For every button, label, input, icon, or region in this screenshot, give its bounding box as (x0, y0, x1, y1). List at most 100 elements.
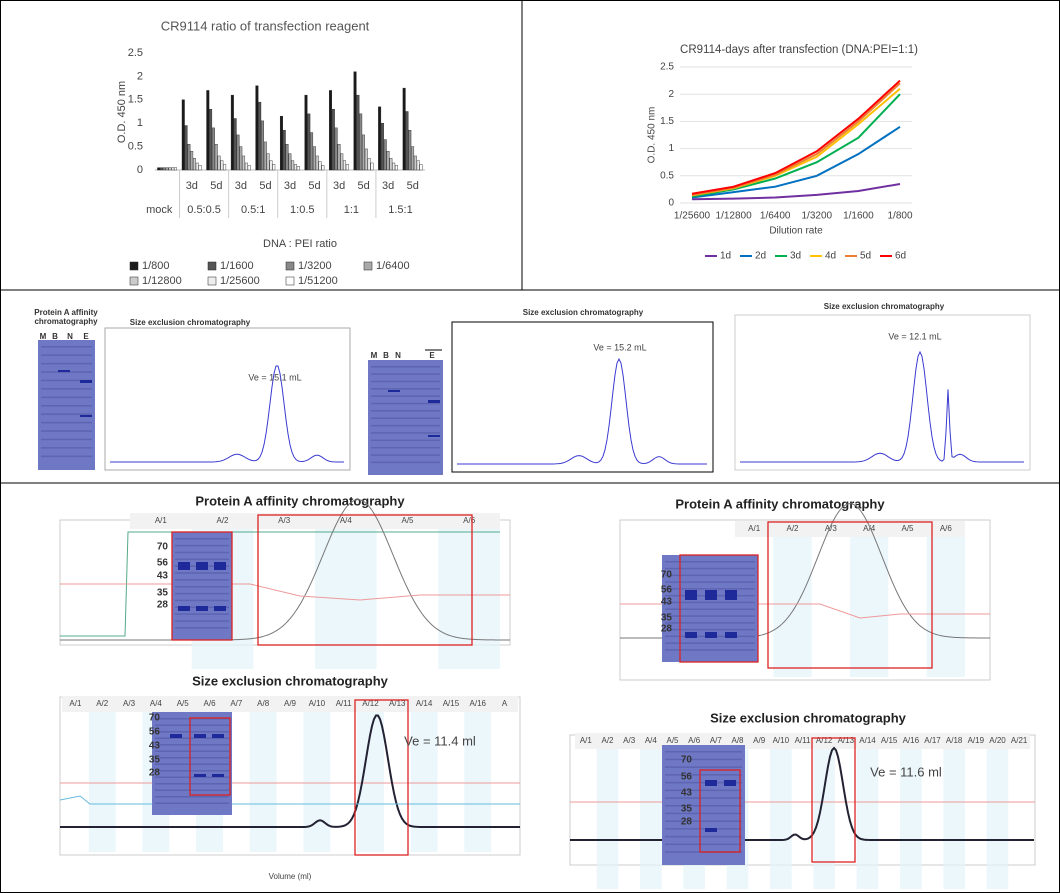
bar (419, 164, 423, 171)
fraction-label: A/9 (753, 736, 766, 745)
fraction-label: A/4 (645, 736, 658, 745)
gel-band (178, 562, 190, 570)
bar (318, 161, 322, 171)
gel (172, 532, 232, 640)
fraction-label: A/16 (903, 736, 920, 745)
legend-label: 5d (860, 251, 871, 262)
fraction-label: A/2 (786, 524, 799, 533)
bar (181, 99, 185, 171)
bar (362, 134, 365, 171)
fraction-bar (735, 521, 965, 537)
bar (291, 160, 295, 171)
bar (337, 144, 341, 171)
bar (315, 155, 319, 171)
bar (405, 111, 409, 171)
bar (359, 113, 363, 171)
gel-band (665, 751, 742, 753)
gel-band (665, 567, 755, 570)
gel-band (388, 390, 400, 392)
bar (329, 90, 332, 171)
gel-title: Protein A affinity chromatography (34, 308, 98, 326)
gel-band (212, 774, 224, 777)
fraction-label: A/12 (816, 736, 833, 745)
gel-band (665, 608, 755, 610)
marker-label: 28 (157, 600, 169, 611)
y-tick-label: 1.5 (660, 116, 674, 127)
fraction-shade (943, 749, 965, 889)
gel-band (41, 388, 92, 390)
fraction-label: A/1 (155, 516, 168, 525)
gel-band (155, 718, 229, 720)
fraction-label: A/8 (731, 736, 744, 745)
x-tick-label: 3d (382, 180, 394, 192)
lane-label: N (67, 332, 73, 341)
y-tick-label: 2.5 (128, 47, 143, 59)
bar (190, 151, 194, 171)
y-axis-label: O.D. 450 nm (647, 107, 658, 164)
lane-label: B (383, 351, 389, 360)
bar (217, 155, 221, 171)
legend-swatch (285, 261, 295, 271)
x-tick-label: 5d (358, 180, 370, 192)
x-tick-label: 3d (284, 180, 296, 192)
fraction-label: A/6 (463, 516, 476, 525)
x-tick-label: 3d (333, 180, 345, 192)
x-tick-label: 5d (210, 180, 222, 192)
fraction-label: A/10 (309, 699, 326, 708)
gel-band (705, 590, 717, 600)
gel-band (155, 789, 229, 791)
legend-label: 3d (790, 251, 801, 262)
bar (209, 108, 213, 171)
lane-label: N (395, 351, 401, 360)
gel-band (371, 424, 440, 427)
bar (386, 151, 390, 171)
y-tick-label: 0.5 (128, 141, 143, 153)
fraction-label: A/19 (968, 736, 985, 745)
gel-band (705, 828, 717, 832)
fraction-shade (926, 537, 965, 677)
fraction-label: A/15 (881, 736, 898, 745)
gel-band (428, 435, 440, 437)
chromatogram-title: Size exclusion chromatography (523, 308, 644, 317)
fraction-label: A/1 (580, 736, 593, 745)
affinity-title: Protein A affinity chromatography (675, 496, 885, 511)
y-tick-label: 1 (668, 143, 674, 154)
bar (198, 165, 202, 171)
lane-label: E (83, 332, 89, 341)
gel-band (371, 373, 440, 375)
gel-band (41, 447, 92, 449)
fraction-label: A/15 (443, 699, 460, 708)
fraction-label: A/14 (859, 736, 876, 745)
bar (307, 113, 311, 171)
bar (279, 115, 283, 171)
bar (408, 130, 412, 171)
x-group-label: 0.5:0.5 (187, 204, 221, 216)
ve-label: Ve = 11.6 ml (870, 764, 942, 779)
bar (389, 158, 393, 171)
fraction-shade (88, 712, 116, 852)
fraction-label: A/1 (69, 699, 82, 708)
chromatogram-box (734, 314, 1031, 471)
x-tick-label: 1/12800 (716, 211, 753, 222)
gel-band (155, 724, 229, 726)
legend-label: 1d (720, 251, 731, 262)
legend-label: 1/1600 (220, 260, 254, 272)
marker-label: 70 (661, 570, 673, 581)
trace (457, 357, 707, 465)
x-tick-label: 3d (235, 180, 247, 192)
gel-band (170, 734, 182, 738)
gel-band (194, 774, 206, 777)
x-axis-label: Volume (ml) (269, 872, 312, 881)
chromatogram-title: Size exclusion chromatography (824, 302, 945, 311)
gel-band (41, 379, 92, 382)
bar (370, 162, 374, 171)
fraction-shade (986, 749, 1009, 889)
gel-band (725, 632, 737, 638)
fraction-shade (770, 749, 792, 889)
gel-band (371, 439, 440, 442)
gel-band (175, 627, 229, 629)
bar (356, 94, 360, 171)
gel-band (665, 642, 755, 644)
trace (60, 499, 511, 641)
fraction-label: A/13 (389, 699, 406, 708)
